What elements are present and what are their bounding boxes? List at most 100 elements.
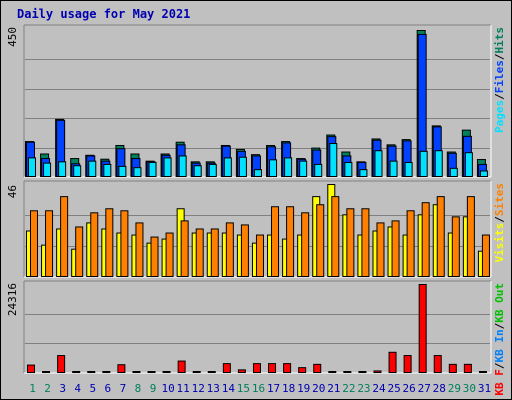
kbytes-bar [27,364,35,373]
legend-entry: Visits [493,223,506,263]
pages-bar [449,167,458,177]
kbytes-bar [147,371,156,373]
legend-entry: / [493,93,506,100]
kbytes-bar [343,371,352,373]
x-tick-label: 6 [105,382,112,395]
x-tick-label: 27 [418,382,431,395]
kbytes-bar [403,355,412,373]
pages-bar [103,163,112,178]
x-tick-label: 4 [74,382,81,395]
kbytes-bar [207,371,216,373]
sites-bar [421,202,430,277]
legend-entry: Hits [493,27,506,54]
x-tick-label: 25 [387,382,400,395]
panel-0-bg [24,25,491,177]
pages-bar [208,163,217,178]
kbytes-bar [87,371,96,373]
sites-bar [75,226,84,278]
pages-bar [434,150,443,177]
sites-bar [436,196,445,277]
kbytes-bar [192,371,201,373]
x-tick-label: 10 [161,382,174,395]
x-tick-label: 20 [312,382,325,395]
pages-bar [389,160,398,178]
kbytes-bar [448,363,457,373]
kbytes-bar [132,371,141,373]
sites-bar [481,234,490,277]
sites-bar [45,210,54,277]
kbytes-bar [328,371,337,373]
legend-entry: KB F [493,369,506,396]
x-tick-label: 14 [222,382,236,395]
kbytes-bar [72,371,81,373]
kbytes-bar [283,363,292,373]
x-tick-label: 30 [463,382,476,395]
sites-bar [210,228,219,277]
kbytes-bar [463,363,472,373]
sites-bar [105,208,114,277]
panel-2-bg [24,281,491,373]
x-tick-label: 19 [297,382,310,395]
sites-bar [180,220,189,278]
pages-bar [284,157,293,177]
sites-bar [90,212,99,278]
x-tick-label: 18 [282,382,295,395]
legend-entry: KB Out [493,283,506,323]
x-tick-label: 15 [237,382,250,395]
y-tick-label-middle: 46 [6,185,19,198]
sites-bar [60,196,69,277]
pages-bar [118,165,127,177]
pages-bar [329,143,338,178]
kbytes-bar [373,370,382,373]
sites-bar [165,232,174,278]
kbytes-bar [388,351,397,373]
kbytes-bar [418,284,427,373]
x-tick-label: 8 [135,382,142,395]
x-tick-label: 22 [342,382,355,395]
x-tick-label: 9 [150,382,157,395]
pages-bar [253,169,262,178]
sites-bar [120,210,129,277]
chart-title: Daily usage for May 2021 [17,7,191,21]
x-tick-label: 28 [433,382,446,395]
sites-bar [255,234,264,277]
sites-bar [195,228,204,277]
legend-entry: KB In [493,329,506,362]
sites-bar [135,222,144,277]
sites-bar [376,222,385,277]
y-tick-label-bottom: 24316 [6,283,19,316]
kbytes-bar [478,371,487,373]
pages-bar [479,170,488,177]
kbytes-bar [433,355,442,373]
pages-bar [178,155,187,178]
pages-bar [43,162,52,177]
legend-top: Pages/Files/Hits [493,27,506,133]
sites-bar [301,212,310,278]
x-tick-label: 29 [448,382,461,395]
x-tick-label: 31 [478,382,491,395]
sites-bar [30,210,38,277]
kbytes-bar [42,371,51,373]
kbytes-bar [117,364,126,374]
x-tick-label: 11 [177,382,190,395]
x-tick-label: 2 [44,382,51,395]
sites-bar [406,210,415,277]
pages-bar [269,159,278,177]
pages-bar [58,161,67,178]
sites-bar [316,204,325,277]
pages-bar [223,157,232,177]
kbytes-bar [57,355,66,373]
sites-bar [225,222,234,277]
sites-bar [346,208,355,277]
kbytes-bar [222,363,231,373]
legend-entry: Pages [493,100,506,133]
x-tick-label: 5 [89,382,96,395]
kbytes-bar [102,371,111,373]
kbytes-bar [268,363,277,373]
sites-bar [391,220,400,278]
x-tick-label: 16 [252,382,265,395]
sites-bar [331,196,340,277]
legend-bottom: KB F/KB In/KB Out [493,283,506,396]
kbytes-bar [177,360,186,373]
